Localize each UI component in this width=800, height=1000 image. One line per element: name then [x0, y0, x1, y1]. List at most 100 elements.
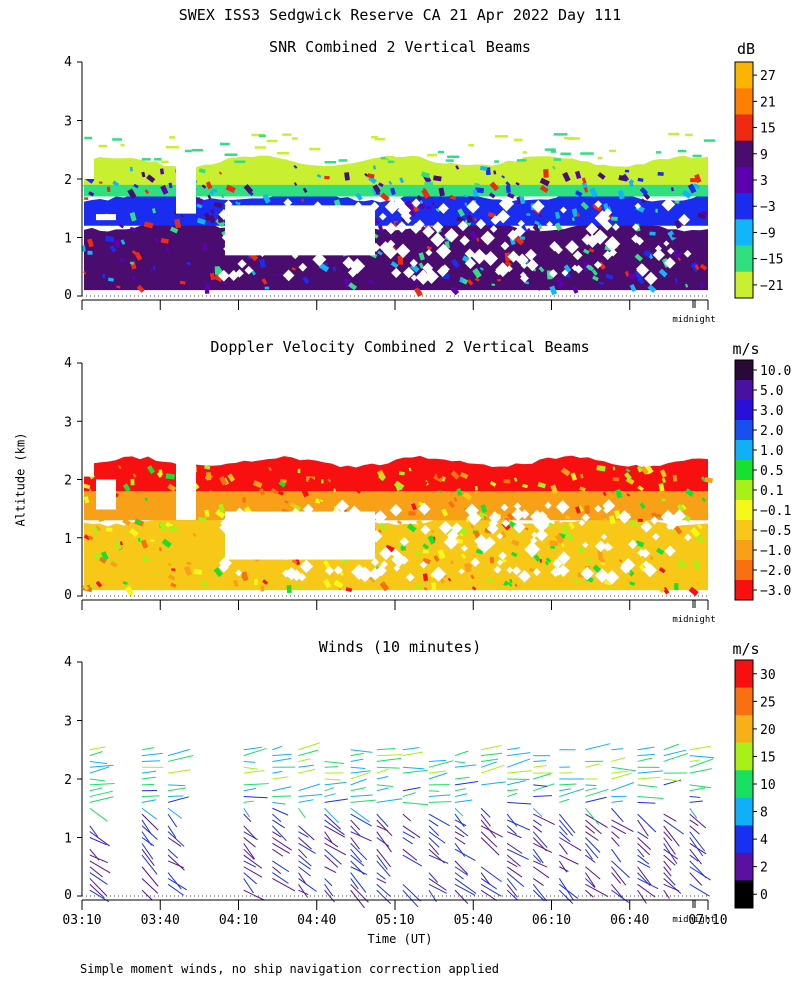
- heatmap-gap: [354, 222, 370, 238]
- heatmap-cell: [424, 181, 434, 188]
- heatmap-gap: [493, 565, 502, 574]
- colorbar-swatch: [735, 219, 753, 247]
- heatmap-cell: [656, 513, 662, 518]
- heatmap-gap: [532, 520, 541, 528]
- x-tick-label: 06:40: [610, 913, 649, 928]
- heatmap-gap: [600, 533, 608, 540]
- heatmap-gap: [248, 211, 258, 220]
- wind-barb: [506, 866, 523, 878]
- heatmap-cell: [503, 478, 511, 484]
- wind-barb: [167, 796, 190, 803]
- heatmap-gap: [310, 546, 323, 558]
- heatmap-cell: [183, 565, 193, 577]
- heatmap-gap: [574, 264, 583, 274]
- heatmap-cell: [270, 487, 278, 495]
- heatmap-gap: [594, 200, 603, 209]
- midnight-label: midnight: [672, 615, 715, 625]
- heatmap-cell: [494, 160, 499, 163]
- wind-barb: [89, 751, 103, 757]
- heatmap-cell: [204, 509, 210, 518]
- heatmap-cell: [284, 500, 289, 504]
- heatmap-cell: [433, 555, 440, 562]
- heatmap-cell: [560, 467, 571, 477]
- heatmap-cell: [549, 540, 559, 547]
- heatmap-gap: [550, 567, 561, 578]
- heatmap-gap: [578, 519, 586, 527]
- heatmap-gap: [253, 215, 266, 228]
- heatmap-cell: [524, 280, 530, 285]
- heatmap-cell: [507, 192, 515, 199]
- heatmap-cell: [149, 268, 154, 273]
- wind-barb: [480, 744, 503, 751]
- heatmap-gap: [495, 262, 511, 277]
- wind-barb: [454, 837, 466, 845]
- wind-barb: [506, 842, 523, 854]
- heatmap-gap: [405, 572, 415, 582]
- wind-barb: [532, 825, 543, 833]
- heatmap-cell: [426, 206, 431, 210]
- heatmap-cell: [156, 471, 163, 478]
- heatmap-cell: [554, 520, 561, 530]
- heatmap-cell: [165, 247, 170, 253]
- heatmap-cell: [562, 524, 568, 534]
- heatmap-cell: [593, 526, 600, 531]
- wind-barb: [663, 878, 682, 894]
- wind-barb: [428, 794, 451, 798]
- wind-barb: [480, 761, 497, 768]
- heatmap-gap: [513, 502, 522, 510]
- wind-barb: [611, 837, 620, 847]
- colorbar-label: −0.5: [760, 524, 791, 539]
- heatmap-cell: [431, 582, 437, 591]
- wind-barb: [480, 866, 502, 883]
- heatmap-cell: [141, 158, 151, 161]
- wind-barb: [585, 743, 611, 751]
- wind-barb: [506, 848, 529, 861]
- heatmap-cell: [543, 248, 550, 253]
- wind-barb: [243, 889, 265, 901]
- heatmap-cell: [580, 201, 589, 210]
- heatmap-gap: [464, 257, 476, 269]
- heatmap-cell: [380, 156, 389, 160]
- heatmap-gap: [384, 222, 398, 235]
- heatmap-cell: [143, 221, 154, 229]
- wind-barb: [689, 796, 701, 798]
- heatmap-cell: [374, 218, 380, 225]
- heatmap-cell: [567, 137, 574, 140]
- heatmap-cell: [253, 578, 258, 586]
- heatmap-cell: [504, 252, 511, 262]
- y-tick-label: 3: [64, 115, 72, 130]
- heatmap-cell: [268, 466, 272, 472]
- heatmap-cell: [241, 466, 249, 474]
- heatmap-cell: [324, 175, 330, 180]
- heatmap-gap: [438, 203, 449, 214]
- heatmap-cell: [503, 585, 510, 591]
- wind-barb: [611, 782, 635, 792]
- heatmap-cell: [672, 474, 678, 482]
- heatmap-cell: [169, 136, 176, 139]
- heatmap-cell: [99, 181, 103, 184]
- x-tick-label: 03:10: [62, 913, 101, 928]
- heatmap-cell: [399, 177, 405, 184]
- heatmap-gap: [379, 241, 392, 254]
- wind-barb: [376, 747, 396, 751]
- heatmap-cell: [367, 279, 374, 285]
- wind-barb: [689, 768, 713, 774]
- wind-barb: [428, 848, 445, 864]
- wind-barb: [168, 784, 186, 787]
- heatmap-cell: [429, 202, 433, 207]
- heatmap-cell: [399, 578, 407, 588]
- wind-barb: [376, 854, 388, 870]
- heatmap-gap: [266, 215, 277, 226]
- heatmap-gap: [443, 534, 459, 550]
- heatmap-cell: [554, 211, 561, 220]
- heatmap-gap: [530, 548, 538, 556]
- wind-barb: [637, 883, 656, 898]
- wind-barb: [376, 889, 392, 905]
- heatmap-cell: [450, 285, 460, 296]
- wind-barb: [89, 825, 99, 838]
- heatmap-gap: [217, 269, 230, 282]
- wind-barb: [167, 872, 182, 890]
- heatmap-cell: [364, 173, 369, 177]
- wind-barb: [89, 787, 103, 792]
- heatmap-cell: [658, 567, 666, 574]
